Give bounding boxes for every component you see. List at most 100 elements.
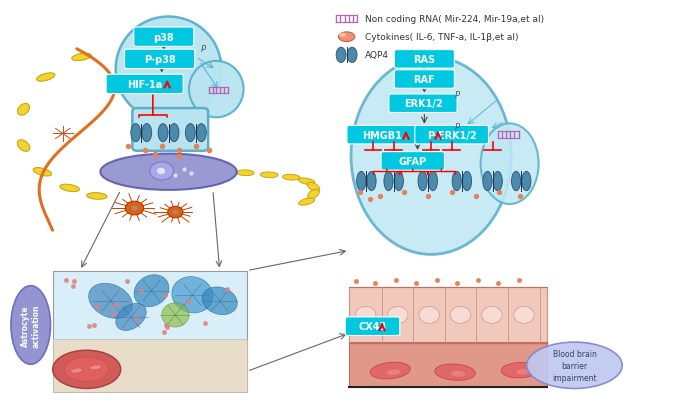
Text: p38: p38: [153, 32, 174, 43]
Ellipse shape: [100, 154, 237, 190]
Ellipse shape: [418, 172, 427, 191]
Ellipse shape: [116, 17, 221, 122]
Ellipse shape: [450, 307, 471, 324]
Circle shape: [338, 33, 355, 43]
Ellipse shape: [88, 284, 132, 319]
Text: P: P: [454, 91, 460, 100]
FancyBboxPatch shape: [389, 95, 457, 113]
FancyBboxPatch shape: [106, 75, 183, 94]
Text: P: P: [454, 122, 460, 131]
Text: Astrocyte
activation: Astrocyte activation: [21, 303, 41, 347]
Ellipse shape: [71, 368, 82, 373]
Text: AQP4: AQP4: [365, 51, 389, 60]
FancyBboxPatch shape: [349, 343, 547, 388]
Ellipse shape: [516, 369, 530, 375]
Ellipse shape: [428, 172, 438, 191]
Text: Cytokines( IL-6, TNF-a, IL-1β,et al): Cytokines( IL-6, TNF-a, IL-1β,et al): [365, 33, 519, 42]
Ellipse shape: [351, 58, 511, 255]
FancyBboxPatch shape: [415, 126, 488, 145]
Ellipse shape: [356, 307, 376, 324]
Ellipse shape: [395, 172, 403, 191]
Text: HIF-1a: HIF-1a: [127, 80, 162, 90]
Ellipse shape: [282, 175, 300, 181]
FancyBboxPatch shape: [53, 339, 247, 392]
FancyBboxPatch shape: [125, 50, 195, 69]
Ellipse shape: [493, 172, 502, 191]
Ellipse shape: [186, 124, 195, 143]
Ellipse shape: [522, 172, 531, 191]
Ellipse shape: [173, 211, 178, 215]
Ellipse shape: [260, 173, 278, 178]
Ellipse shape: [132, 206, 138, 211]
Ellipse shape: [87, 193, 107, 200]
Ellipse shape: [514, 307, 534, 324]
Ellipse shape: [336, 48, 346, 63]
Ellipse shape: [116, 304, 146, 330]
Ellipse shape: [419, 307, 439, 324]
Ellipse shape: [357, 172, 366, 191]
Ellipse shape: [168, 207, 183, 218]
Ellipse shape: [367, 172, 376, 191]
FancyBboxPatch shape: [395, 51, 454, 69]
FancyBboxPatch shape: [53, 271, 247, 392]
Ellipse shape: [452, 172, 461, 191]
Ellipse shape: [307, 183, 320, 192]
Ellipse shape: [501, 362, 538, 378]
Ellipse shape: [527, 342, 622, 388]
FancyBboxPatch shape: [349, 287, 547, 343]
Ellipse shape: [72, 54, 91, 62]
Ellipse shape: [202, 287, 237, 315]
Ellipse shape: [33, 168, 51, 177]
Ellipse shape: [172, 277, 213, 313]
Ellipse shape: [236, 171, 254, 176]
Text: GFAP: GFAP: [399, 156, 427, 166]
Ellipse shape: [384, 172, 393, 191]
Ellipse shape: [53, 350, 121, 388]
Text: ERK1/2: ERK1/2: [403, 99, 443, 109]
Ellipse shape: [512, 172, 521, 191]
Ellipse shape: [134, 275, 169, 307]
Ellipse shape: [18, 104, 29, 116]
Ellipse shape: [60, 185, 79, 192]
FancyBboxPatch shape: [381, 152, 445, 171]
Ellipse shape: [17, 141, 30, 152]
Text: HMGB1: HMGB1: [362, 130, 402, 140]
Ellipse shape: [150, 162, 174, 181]
Text: Non coding RNA( Mir-224, Mir-19a,et al): Non coding RNA( Mir-224, Mir-19a,et al): [365, 15, 544, 24]
Text: RAF: RAF: [414, 75, 435, 85]
Ellipse shape: [189, 62, 244, 118]
Circle shape: [339, 34, 346, 38]
Ellipse shape: [142, 124, 151, 143]
Ellipse shape: [451, 371, 466, 377]
Ellipse shape: [90, 365, 101, 370]
Ellipse shape: [11, 286, 51, 364]
Ellipse shape: [370, 362, 410, 379]
Ellipse shape: [483, 172, 492, 191]
Ellipse shape: [64, 357, 109, 382]
Text: P-ERK1/2: P-ERK1/2: [427, 130, 477, 140]
Ellipse shape: [347, 48, 357, 63]
Ellipse shape: [158, 124, 168, 143]
Ellipse shape: [482, 307, 502, 324]
Ellipse shape: [435, 364, 475, 380]
Text: RAS: RAS: [413, 55, 436, 65]
Ellipse shape: [131, 124, 140, 143]
Ellipse shape: [162, 303, 189, 327]
Ellipse shape: [197, 124, 206, 143]
Text: P-p38: P-p38: [144, 55, 175, 65]
Ellipse shape: [481, 124, 538, 205]
Ellipse shape: [299, 198, 314, 206]
FancyBboxPatch shape: [134, 28, 194, 47]
Ellipse shape: [386, 369, 401, 375]
Text: CX43: CX43: [358, 322, 386, 331]
FancyBboxPatch shape: [347, 126, 417, 145]
Ellipse shape: [125, 202, 143, 215]
Ellipse shape: [169, 124, 179, 143]
FancyBboxPatch shape: [345, 317, 400, 336]
FancyBboxPatch shape: [395, 70, 454, 89]
Ellipse shape: [157, 168, 165, 175]
Ellipse shape: [308, 190, 319, 199]
FancyBboxPatch shape: [132, 109, 208, 151]
Text: Blood brain
barrier
impairment: Blood brain barrier impairment: [552, 349, 597, 382]
Ellipse shape: [388, 307, 408, 324]
